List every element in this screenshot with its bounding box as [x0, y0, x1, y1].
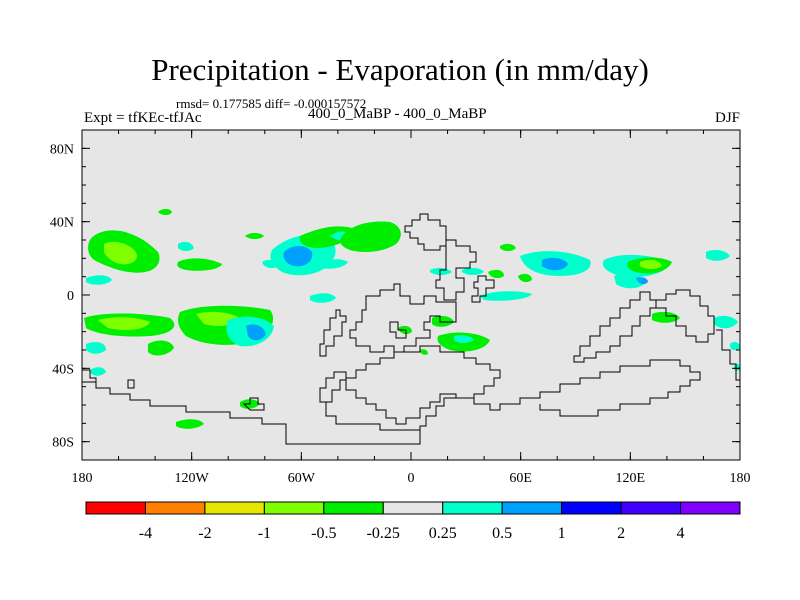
pe-region-blue: [636, 277, 648, 285]
pe-region-green: [245, 233, 264, 239]
pe-region-green: [176, 419, 204, 429]
contour-fill-layer: [84, 209, 740, 429]
map-background: [82, 130, 740, 460]
latitude-axis: 80N 40N 0 40S 80S: [50, 142, 740, 451]
colorbar-swatch: [620, 501, 682, 515]
pe-region-cyan: [454, 335, 474, 343]
colorbar-swatch: [382, 501, 444, 515]
colorbar-label: 1: [558, 525, 566, 542]
pe-region-green: [518, 273, 532, 283]
pe-region-cyan: [310, 293, 336, 303]
coastline: [319, 371, 338, 403]
pe-region-cyan: [178, 241, 194, 251]
pe-region-green: [148, 340, 174, 356]
pe-region-green: [488, 269, 504, 279]
pe-region-green: [432, 315, 454, 327]
lat-tick-label: 80N: [50, 142, 74, 157]
pe-region-cyan: [706, 249, 730, 261]
colorbar-swatch: [680, 501, 741, 515]
colorbar-swatch: [263, 501, 325, 515]
rmsd-diff-stats: rmsd= 0.177585 diff= -0.000157572: [176, 96, 367, 111]
colorbar-swatch: [442, 501, 503, 515]
colorbar-label: 4: [677, 525, 685, 542]
pe-region-cyan: [90, 367, 106, 376]
lat-tick-label: 0: [67, 289, 74, 304]
colorbar-swatch: [85, 501, 146, 515]
coastline: [82, 371, 421, 445]
colorbar-label: 2: [617, 525, 625, 542]
pe-region-blue: [246, 324, 266, 341]
pe-region-lime: [640, 259, 662, 269]
coastline: [716, 329, 740, 381]
lon-tick-label: 180: [72, 471, 93, 486]
colorbar-swatch: [501, 501, 563, 515]
pe-region-cyan: [730, 341, 740, 351]
coastline: [471, 275, 495, 303]
coastline: [419, 397, 456, 444]
coastline: [435, 239, 477, 301]
colorbar-swatch: [204, 501, 265, 515]
pe-region-green: [177, 258, 222, 271]
coastline: [345, 345, 501, 425]
coastline: [82, 369, 97, 382]
colorbar-label: 0.25: [429, 525, 457, 542]
pe-region-cyan: [480, 291, 532, 301]
colorbar-swatch: [561, 501, 622, 515]
coastline-layer: [82, 213, 740, 445]
pe-region-cyan: [86, 275, 112, 285]
colorbar: -4 -2 -1 -0.5 -0.25 0.25 0.5 1 2 4: [85, 501, 741, 542]
lon-tick-label: 60W: [288, 471, 316, 486]
pe-region-green: [500, 243, 516, 251]
pe-region-lime: [104, 241, 137, 265]
pe-region-green: [340, 221, 401, 252]
plot-subtitle: 400_0_MaBP - 400_0_MaBP: [308, 106, 487, 122]
coastline: [404, 213, 447, 251]
lon-tick-label: 0: [408, 471, 415, 486]
plot-title: Precipitation - Evaporation (in mm/day): [151, 52, 649, 87]
pe-region-green: [158, 209, 172, 215]
colorbar-label: -1: [258, 525, 271, 542]
pe-region-lime: [98, 317, 150, 330]
colorbar-swatch: [144, 501, 206, 515]
pe-region-green: [652, 311, 680, 323]
colorbar-label: -2: [198, 525, 211, 542]
colorbar-swatch: [323, 501, 384, 515]
longitude-axis: 180 120W 60W 0 60E 120E 180: [72, 130, 751, 486]
lat-tick-label: 40S: [52, 362, 74, 377]
pe-region-cyan: [86, 342, 106, 354]
coastline: [242, 397, 265, 411]
lon-tick-label: 60E: [509, 471, 532, 486]
pe-region-cyan: [462, 267, 484, 275]
experiment-label: Expt = tfKEc-tfJAc: [84, 110, 202, 126]
pe-region-cyan: [714, 315, 738, 329]
season-label: DJF: [714, 110, 740, 126]
coastline: [349, 283, 457, 353]
pe-region-cyan: [322, 259, 348, 269]
lat-tick-label: 40N: [50, 216, 74, 231]
colorbar-label: -4: [139, 525, 152, 542]
coastline: [389, 321, 407, 339]
lon-tick-label: 120E: [616, 471, 646, 486]
coastline: [127, 379, 135, 389]
coastline: [319, 309, 347, 357]
coastline: [656, 289, 715, 343]
colorbar-label: -0.5: [311, 525, 336, 542]
colorbar-label: -0.25: [367, 525, 400, 542]
lon-tick-label: 180: [730, 471, 751, 486]
colorbar-label: 0.5: [492, 525, 512, 542]
pe-region-blue: [542, 257, 568, 271]
lat-tick-label: 80S: [52, 436, 74, 451]
pe-region-green: [420, 349, 428, 355]
coastline: [473, 359, 701, 417]
pe-region-blue: [283, 246, 313, 267]
lon-tick-label: 120W: [175, 471, 210, 486]
